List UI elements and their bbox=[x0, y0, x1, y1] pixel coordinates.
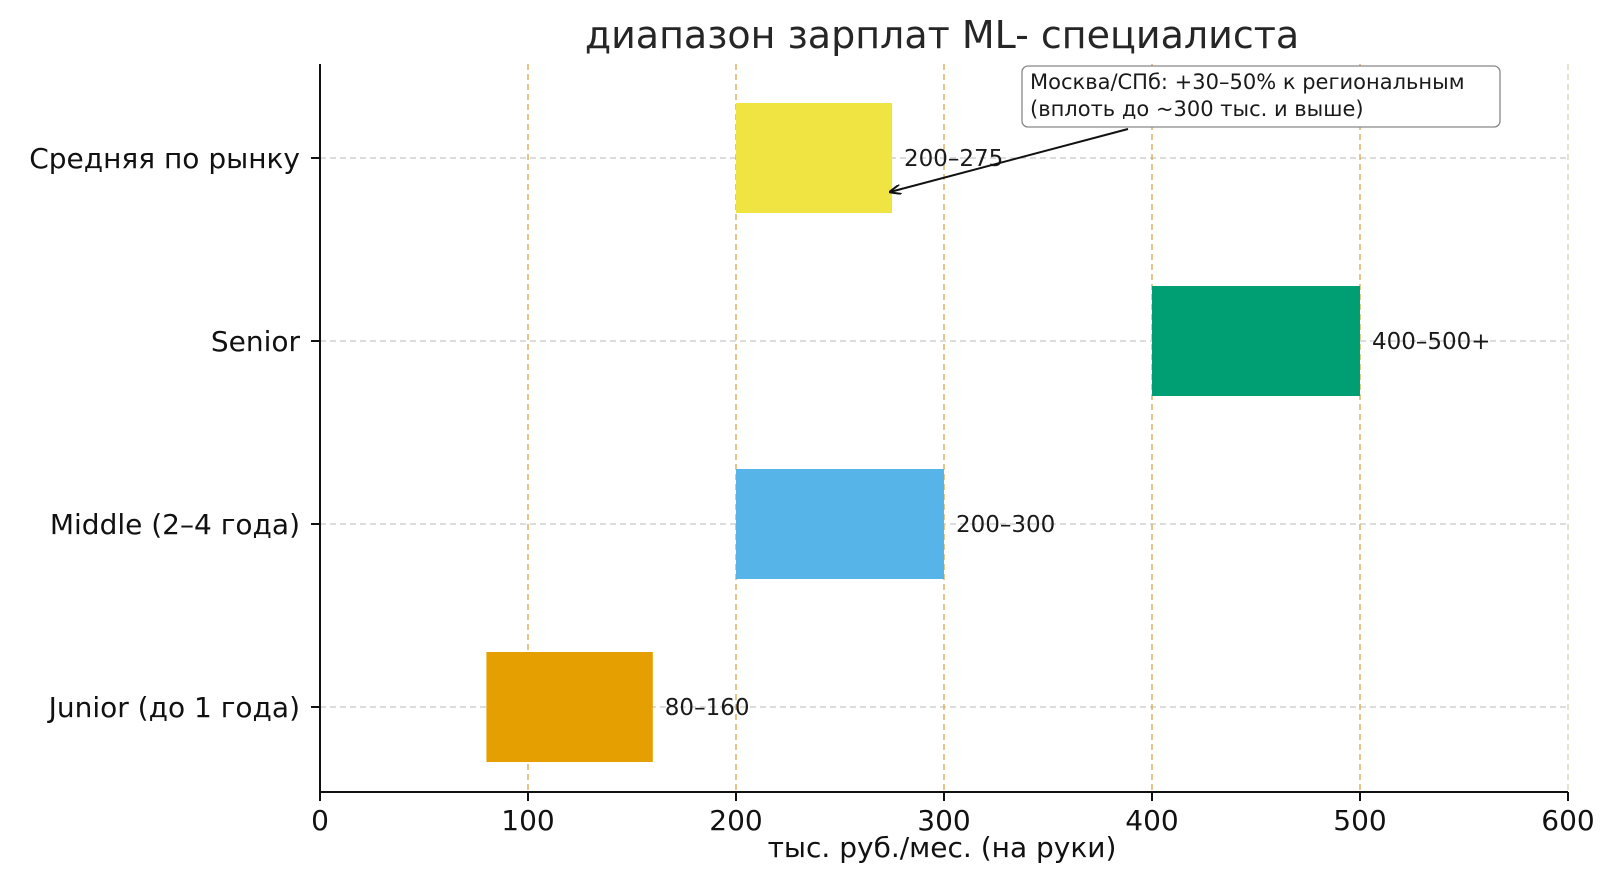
annotation-arrow bbox=[890, 128, 1129, 192]
range-bar bbox=[736, 469, 944, 579]
y-tick-label: Middle (2–4 года) bbox=[50, 508, 300, 541]
annotation-text: Москва/СПб: +30–50% к региональным bbox=[1030, 70, 1465, 94]
x-tick-label: 0 bbox=[311, 804, 329, 837]
range-bar bbox=[1152, 286, 1360, 396]
range-bar bbox=[736, 103, 892, 213]
bar-value-label: 200–275 bbox=[904, 146, 1003, 172]
x-tick-label: 100 bbox=[501, 804, 554, 837]
x-axis-label: тыс. руб./мес. (на руки) bbox=[768, 831, 1117, 864]
x-tick-label: 400 bbox=[1125, 804, 1178, 837]
annotation-text: (вплоть до ~300 тыс. и выше) bbox=[1030, 97, 1364, 121]
bar-value-label: 200–300 bbox=[956, 512, 1055, 538]
y-tick-label: Средняя по рынку bbox=[29, 142, 300, 175]
x-tick-label: 300 bbox=[917, 804, 970, 837]
chart-title: диапазон зарплат ML- специалиста bbox=[585, 13, 1299, 57]
x-tick-label: 200 bbox=[709, 804, 762, 837]
bar-value-label: 80–160 bbox=[665, 695, 750, 721]
range-bars bbox=[486, 103, 1360, 762]
bar-value-label: 400–500+ bbox=[1372, 329, 1491, 355]
axes: 0 100 200 300 400 500 600 Junior (до 1 года) Mid… bbox=[29, 64, 1595, 837]
annotation-callout: Москва/СПб: +30–50% к региональным (вплот… bbox=[890, 65, 1501, 192]
x-tick-label: 600 bbox=[1541, 804, 1594, 837]
x-tick-label: 500 bbox=[1333, 804, 1386, 837]
y-tick-label: Senior bbox=[211, 325, 301, 358]
annotation-box bbox=[1021, 65, 1501, 128]
data-labels: 80–160 200–300 400–500+ 200–275 bbox=[665, 146, 1491, 721]
y-tick-label: Junior (до 1 года) bbox=[47, 691, 300, 724]
range-bar bbox=[486, 652, 653, 762]
